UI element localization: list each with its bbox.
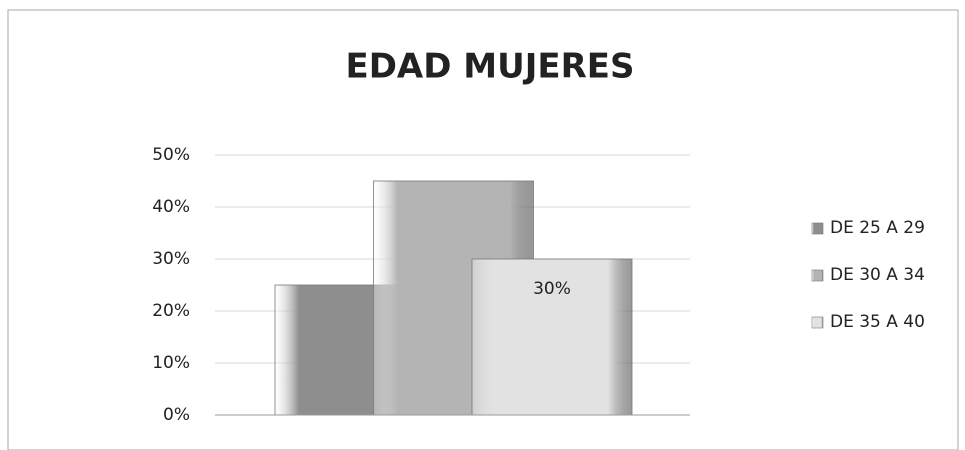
y-tick-label: 0% <box>163 405 190 425</box>
y-tick-label: 20% <box>152 301 190 321</box>
y-tick-label: 10% <box>152 353 190 373</box>
y-tick-label: 50% <box>152 145 190 165</box>
legend-swatch <box>811 269 824 282</box>
y-tick-label: 40% <box>152 197 190 217</box>
data-label: 30% <box>533 279 571 299</box>
legend-label: DE 35 A 40 <box>830 312 925 332</box>
legend-swatch <box>811 222 824 235</box>
legend-label: DE 30 A 34 <box>830 265 925 285</box>
chart-title: EDAD MUJERES <box>345 47 634 87</box>
y-tick-label: 30% <box>152 249 190 269</box>
legend-label: DE 25 A 29 <box>830 218 925 238</box>
legend-swatch <box>811 316 824 329</box>
